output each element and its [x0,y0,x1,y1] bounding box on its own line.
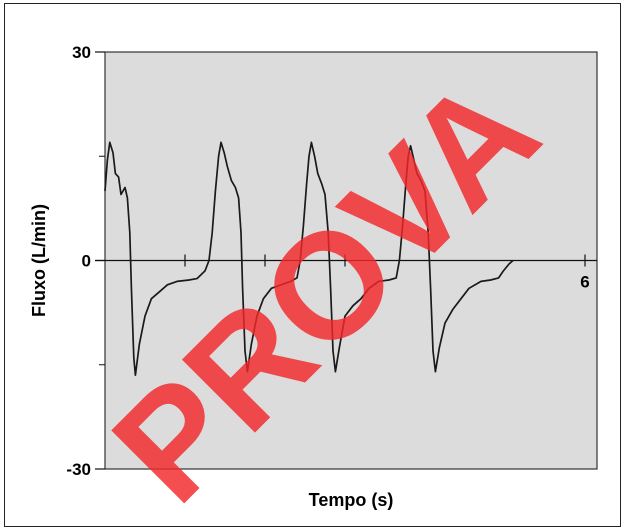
flow-time-chart: 300-306 Tempo (s) Fluxo (L/min) PROVA [29,43,598,526]
y-tick-label: 0 [82,252,91,271]
figure-frame: 30 0 -30 6 Tempo (s) Fluxo (L/min) PROVA [4,3,621,527]
x-axis-title: Tempo (s) [309,490,394,510]
y-axis-title: Fluxo (L/min) [29,204,49,317]
y-tick-label: -30 [66,460,91,479]
x-tick-label: 6 [580,273,589,292]
flow-series-line [104,141,514,377]
tick-labels: 30 0 -30 6 [66,43,589,479]
y-tick-label: 30 [72,43,91,62]
